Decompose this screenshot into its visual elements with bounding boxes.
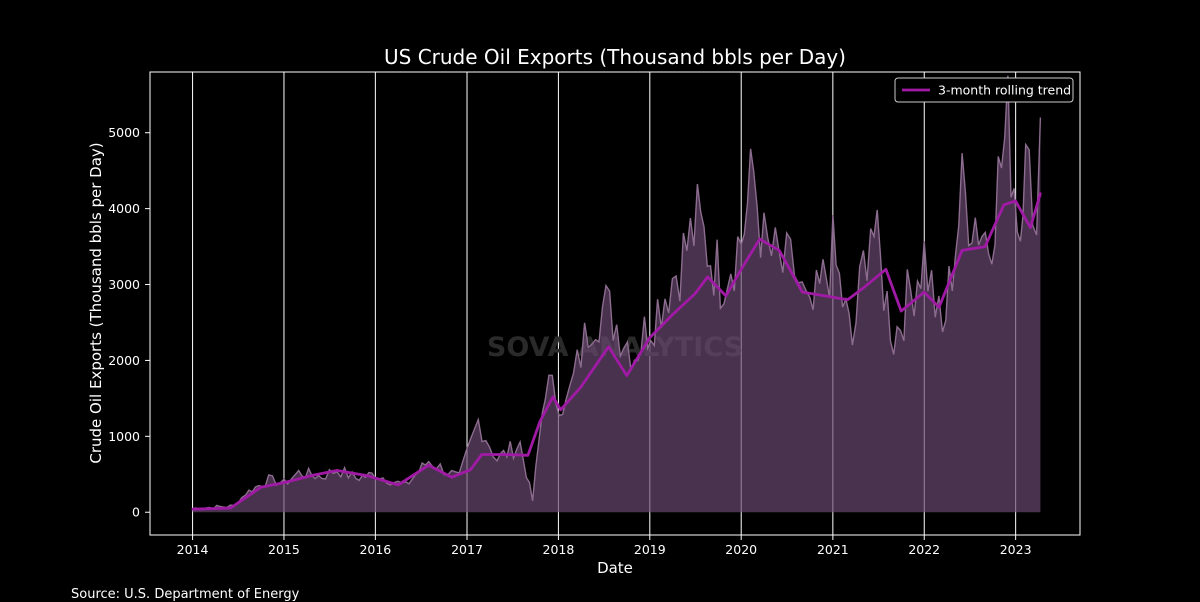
trend-point [724,294,728,298]
trend-point [937,306,941,309]
trend-point [778,249,781,252]
y-tick-label: 5000 [108,125,140,140]
chart-title: US Crude Oil Exports (Thousand bbls per … [384,45,846,69]
trend-point [366,474,369,477]
x-tick-label: 2017 [451,542,483,557]
x-tick-label: 2020 [725,542,757,557]
trend-point [648,336,651,339]
legend-box [894,77,1074,103]
trend-point [1029,226,1032,229]
trend-point [559,408,562,411]
trend-point [607,345,610,348]
trend-point [1039,192,1042,195]
y-tick-label: 2000 [108,353,140,368]
x-axis-ticks: 2014 2015 2016 2017 2018 2019 2020 2021 2022 2023 [177,535,1032,557]
x-axis-label: Date [597,559,633,577]
trend-point [960,249,964,252]
trend-point [229,506,232,510]
trend-point [671,313,674,317]
trend-point [884,268,888,271]
x-tick-label: 2021 [817,542,849,557]
x-tick-label: 2023 [1000,542,1032,557]
trend-point [1002,203,1006,206]
trend-point [823,294,827,298]
trend-point [312,473,316,477]
trend-point [259,486,263,489]
trend-point [861,287,865,290]
trend-point [480,453,483,456]
x-tick-label: 2016 [359,542,391,557]
x-tick-label: 2015 [268,542,300,557]
trend-point [282,481,286,484]
y-tick-label: 4000 [108,201,140,216]
trend-point [740,268,743,271]
trend-point [503,453,506,456]
x-tick-label: 2018 [543,542,575,557]
trend-point [538,419,542,423]
trend-point [706,275,709,279]
trend-point [335,469,339,472]
x-tick-label: 2019 [634,542,666,557]
data-points [191,192,1042,511]
y-tick-label: 3000 [108,277,140,292]
trend-point [526,454,530,457]
plot-frame [149,71,1081,536]
trend-point [923,290,926,294]
y-axis-ticks: 0 1000 2000 3000 4000 5000 [108,125,150,520]
trend-point [801,290,804,294]
trend-point [1014,199,1017,203]
area-fill [192,75,1041,513]
raw-series-line [192,75,1042,511]
trend-point [625,374,628,377]
trend-point [469,468,472,471]
source-note: Source: U.S. Department of Energy [71,587,300,602]
trend-point [427,464,430,467]
trend-point [397,483,400,487]
trend-point [900,309,903,313]
trend-series-line [192,193,1042,511]
y-tick-label: 1000 [108,429,140,444]
y-axis-label: Crude Oil Exports (Thousand bbls per Day… [87,142,105,463]
trend-point [551,395,555,399]
trend-point [693,292,697,295]
legend: 3-month rolling trend [894,77,1074,103]
trend-point [846,298,849,301]
legend-label: 3-month rolling trend [938,83,1071,98]
trend-point [579,385,583,389]
x-tick-label: 2014 [177,542,209,557]
trend-point [191,508,194,511]
y-tick-label: 0 [132,505,140,520]
trend-point [983,245,987,248]
trend-point [450,476,453,479]
x-tick-label: 2022 [908,542,940,557]
trend-point [758,237,761,241]
